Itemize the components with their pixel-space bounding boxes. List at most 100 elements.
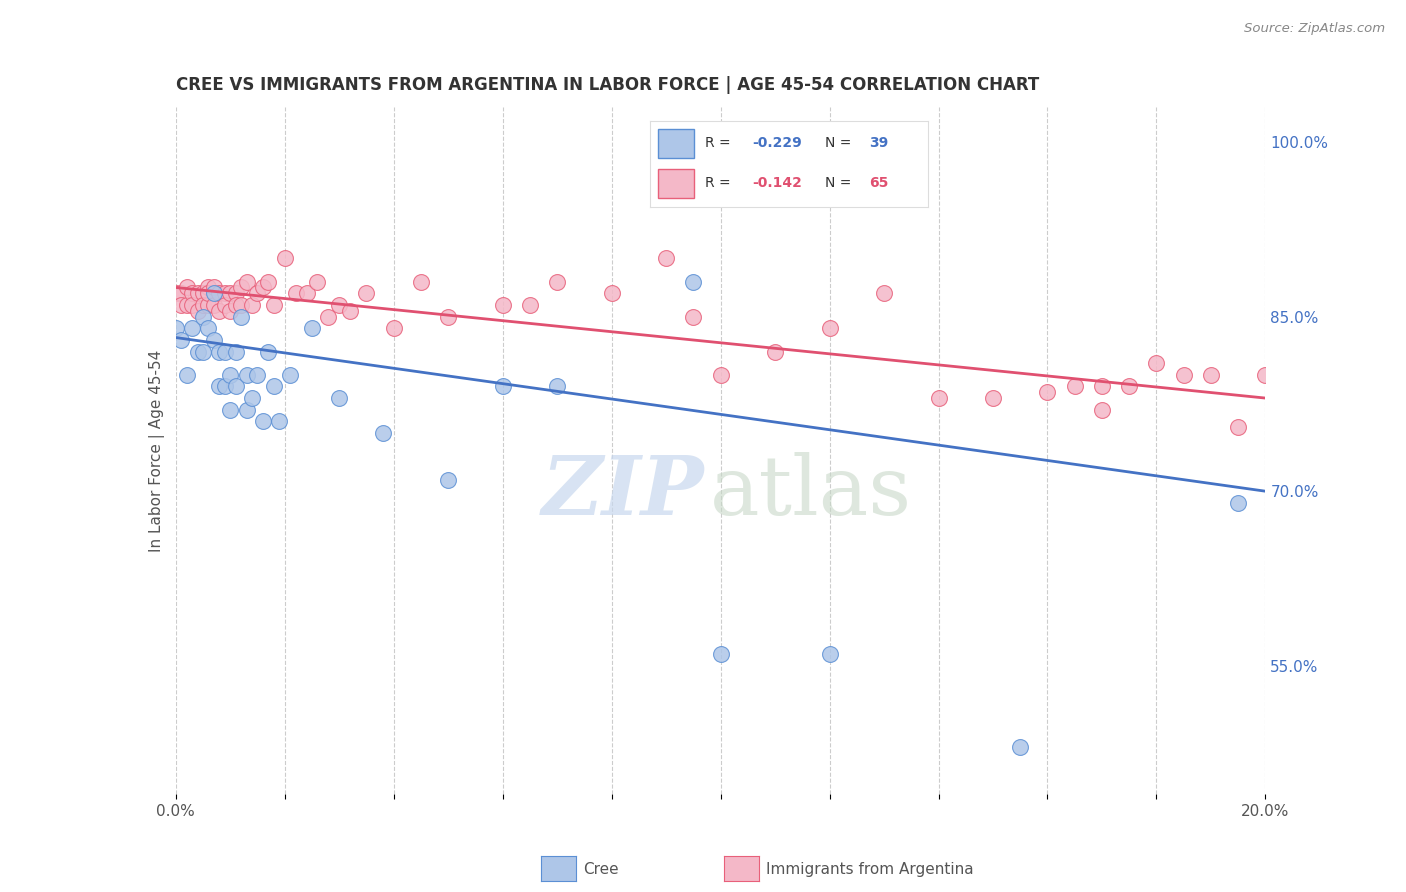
Point bbox=[252, 414, 274, 428]
Point bbox=[600, 286, 623, 301]
Point bbox=[186, 344, 209, 359]
Text: Source: ZipAtlas.com: Source: ZipAtlas.com bbox=[1244, 22, 1385, 36]
Point bbox=[191, 310, 214, 324]
Point bbox=[437, 473, 460, 487]
Point bbox=[1227, 496, 1250, 510]
Point bbox=[208, 286, 231, 301]
Point bbox=[225, 344, 247, 359]
Point bbox=[263, 298, 285, 312]
Point bbox=[492, 379, 515, 393]
Point bbox=[371, 425, 394, 440]
Point bbox=[274, 252, 297, 266]
Point bbox=[208, 379, 231, 393]
Point bbox=[710, 368, 733, 382]
Point bbox=[191, 344, 214, 359]
Point bbox=[981, 391, 1004, 405]
Point bbox=[197, 298, 219, 312]
Point bbox=[301, 321, 323, 335]
Point bbox=[176, 280, 198, 294]
Point bbox=[546, 275, 568, 289]
Point bbox=[202, 280, 225, 294]
Point bbox=[165, 286, 187, 301]
Point bbox=[197, 286, 219, 301]
Point bbox=[1118, 379, 1140, 393]
Point bbox=[1091, 402, 1114, 417]
Point bbox=[181, 321, 204, 335]
Point bbox=[186, 303, 209, 318]
Point bbox=[214, 286, 236, 301]
Point bbox=[1091, 379, 1114, 393]
Point bbox=[219, 368, 242, 382]
Point bbox=[278, 368, 301, 382]
Point bbox=[225, 298, 247, 312]
Point bbox=[1063, 379, 1085, 393]
Point bbox=[409, 275, 432, 289]
Point bbox=[219, 402, 242, 417]
Point bbox=[328, 298, 350, 312]
Point bbox=[307, 275, 329, 289]
Point bbox=[165, 321, 187, 335]
Point bbox=[318, 310, 340, 324]
Point bbox=[235, 368, 257, 382]
Text: ZIP: ZIP bbox=[541, 451, 704, 532]
Point bbox=[437, 310, 460, 324]
Point bbox=[231, 310, 253, 324]
Point bbox=[202, 333, 225, 347]
Point bbox=[186, 286, 209, 301]
Point bbox=[219, 286, 242, 301]
Point bbox=[1036, 385, 1059, 400]
Text: Immigrants from Argentina: Immigrants from Argentina bbox=[766, 863, 974, 877]
Point bbox=[214, 344, 236, 359]
Point bbox=[492, 298, 515, 312]
Point bbox=[263, 379, 285, 393]
Point bbox=[191, 286, 214, 301]
Point bbox=[928, 391, 950, 405]
Point bbox=[295, 286, 318, 301]
Point bbox=[231, 298, 253, 312]
Point bbox=[246, 286, 269, 301]
Point bbox=[519, 298, 541, 312]
Text: atlas: atlas bbox=[710, 451, 912, 532]
Point bbox=[710, 647, 733, 661]
Point bbox=[170, 286, 193, 301]
Point bbox=[181, 286, 204, 301]
Point bbox=[382, 321, 405, 335]
Point bbox=[1199, 368, 1222, 382]
Point bbox=[181, 298, 204, 312]
Point bbox=[191, 298, 214, 312]
Point bbox=[231, 280, 253, 294]
Point bbox=[763, 344, 786, 359]
Point bbox=[170, 298, 193, 312]
Point bbox=[356, 286, 378, 301]
Point bbox=[235, 402, 257, 417]
Point bbox=[208, 303, 231, 318]
Point bbox=[257, 275, 280, 289]
Point bbox=[235, 275, 257, 289]
Point bbox=[214, 298, 236, 312]
Point bbox=[1144, 356, 1167, 370]
Point bbox=[170, 333, 193, 347]
Point bbox=[202, 286, 225, 301]
Point bbox=[546, 379, 568, 393]
Point bbox=[225, 286, 247, 301]
Point bbox=[225, 379, 247, 393]
Point bbox=[682, 275, 704, 289]
Point bbox=[818, 647, 841, 661]
Y-axis label: In Labor Force | Age 45-54: In Labor Force | Age 45-54 bbox=[149, 350, 165, 551]
Point bbox=[328, 391, 350, 405]
Point bbox=[176, 298, 198, 312]
Point bbox=[1173, 368, 1195, 382]
Point bbox=[655, 252, 678, 266]
Point bbox=[176, 368, 198, 382]
Point bbox=[240, 298, 263, 312]
Point bbox=[197, 280, 219, 294]
Point bbox=[1227, 420, 1250, 434]
Point bbox=[257, 344, 280, 359]
Point bbox=[873, 286, 896, 301]
Point bbox=[246, 368, 269, 382]
Point bbox=[682, 310, 704, 324]
Text: Cree: Cree bbox=[583, 863, 619, 877]
Point bbox=[284, 286, 307, 301]
Point bbox=[219, 303, 242, 318]
Point bbox=[339, 303, 361, 318]
